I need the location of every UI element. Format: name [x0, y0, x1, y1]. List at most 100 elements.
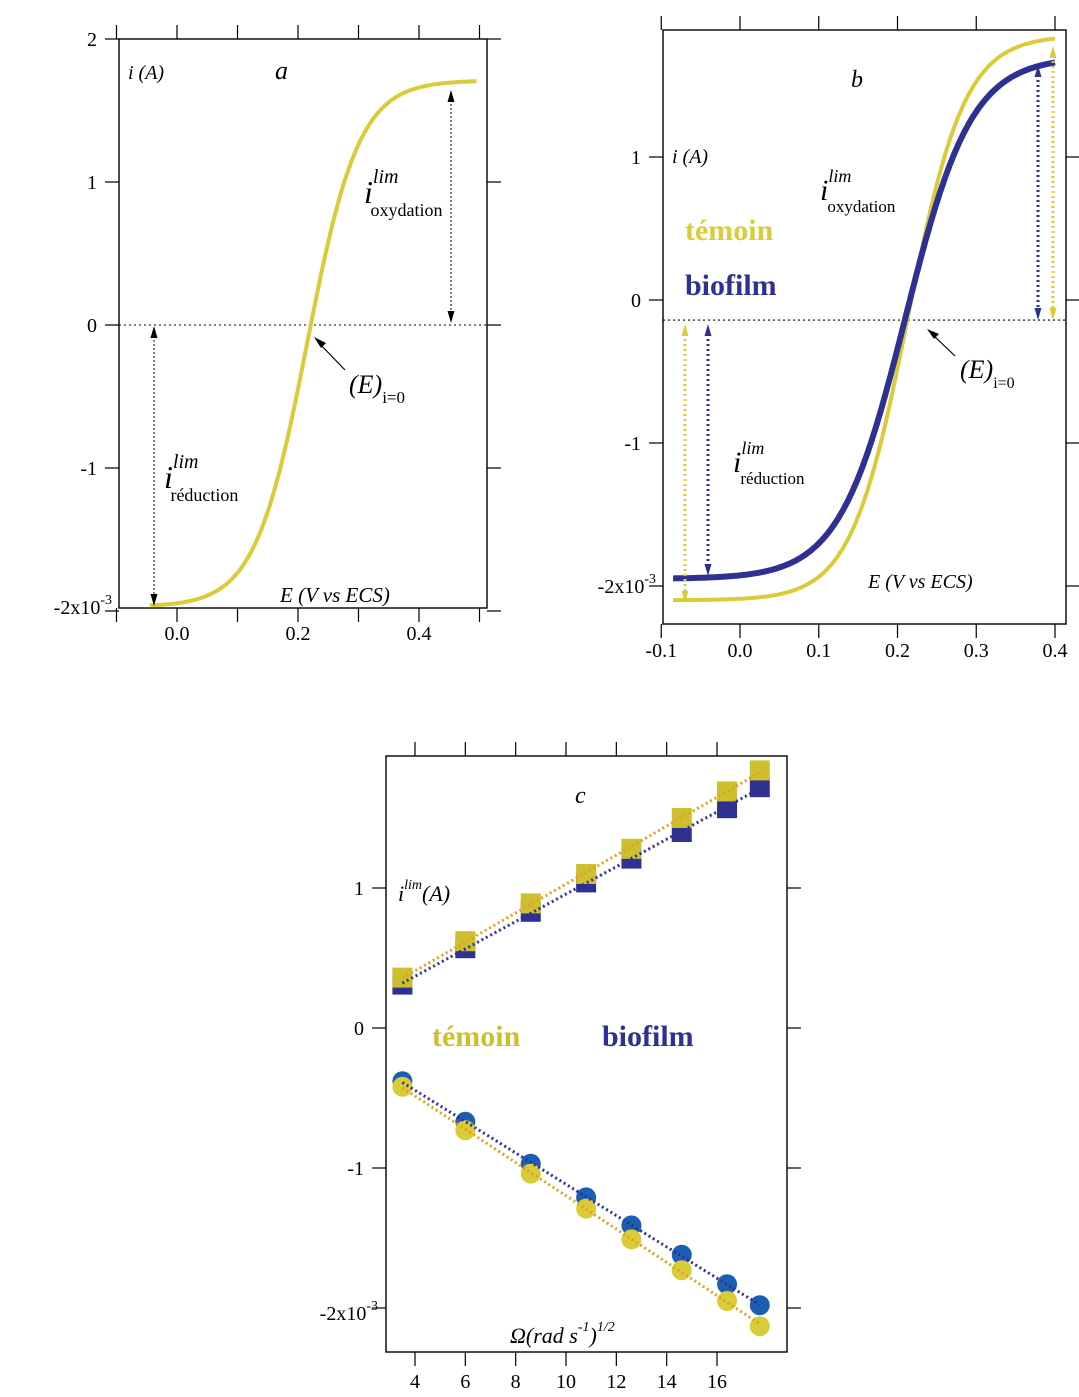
y-axis-label: i (A)	[672, 146, 708, 168]
e0-label: (E)i=0	[960, 355, 1015, 392]
x-axis-label: Ω(rad s-1)1/2	[510, 1320, 615, 1348]
y-tick-label: 1	[354, 878, 364, 900]
e0-main: (E)	[349, 370, 382, 399]
y-axis-label: i (A)	[128, 62, 164, 84]
y-tick-label-exponent: -3	[366, 1299, 378, 1314]
e0-sub: i=0	[382, 388, 405, 407]
y-tick-label-base: -2x10	[54, 597, 101, 619]
x-tick-label: 10	[556, 1371, 576, 1393]
e0-pointer	[317, 341, 346, 371]
x-tick-label: 0.4	[1043, 640, 1068, 662]
y-tick-label: 2	[87, 29, 97, 51]
series-line-temoin	[672, 36, 1056, 603]
series-line	[149, 79, 477, 608]
legend-temoin: témoin	[685, 214, 774, 247]
panel-b-chart: -0.1 0.0 0.1 0.2 0.3 0.4 1 0 -1 -2x10-3 i (A) b E (V…	[598, 16, 1079, 662]
marker-temoin-reduction	[392, 1076, 413, 1097]
x-tick-label: 12	[606, 1371, 626, 1393]
marker-temoin-reduction	[717, 1291, 738, 1311]
i-lim-sub: oxydation	[827, 197, 895, 216]
x-tick-label: 0.3	[964, 640, 989, 662]
i-lim-main: i	[820, 174, 828, 207]
legend-biofilm: biofilm	[685, 269, 777, 302]
oxidation-arrow-temoin-head-top	[1049, 46, 1057, 58]
x-axis-label: E (V vs ECS)	[867, 571, 973, 593]
x-tick-label: 0.0	[728, 640, 753, 662]
marker-temoin-reduction	[749, 1316, 770, 1337]
y-tick-label: 1	[631, 147, 641, 169]
oxidation-arrow-biofilm-head-top	[1034, 65, 1042, 77]
fit-line-temoin-oxydation	[401, 771, 761, 980]
marker-temoin-oxydation	[621, 838, 642, 859]
e0-pointer-head	[927, 329, 939, 339]
y-tick-label: 0	[631, 290, 641, 312]
e0-pointer-head	[314, 337, 326, 348]
y-tick-label-bottom: -2x10-3	[598, 572, 656, 598]
reduction-arrow-temoin-head-bottom	[681, 591, 689, 603]
oxidation-arrow-biofilm-head-bottom	[1034, 308, 1042, 320]
i-lim-sup: lim	[741, 438, 764, 458]
i-lim-main: i	[733, 446, 741, 479]
plot-frame	[385, 755, 788, 1353]
marker-temoin-oxydation	[520, 893, 541, 914]
i-lim-sub: réduction	[170, 485, 238, 505]
i-lim-sup: lim	[828, 166, 851, 186]
i-lim-label: ilim oxydation	[820, 166, 896, 216]
i-lim-label: ilim réduction	[164, 451, 238, 505]
y-axis-label: ilim(A)	[398, 878, 450, 906]
oxidation-arrow-head-top	[447, 90, 455, 102]
marker-biofilm-reduction	[717, 1274, 738, 1295]
legend-temoin: témoin	[432, 1020, 521, 1053]
y-axis-label-main: i	[398, 881, 404, 906]
x-tick-label: 0.0	[165, 623, 190, 645]
y-tick-label-base: -2x10	[598, 576, 645, 598]
fit-line-temoin-reduction	[401, 1086, 761, 1326]
panel-a-chart: 0.0 0.2 0.4 2 1 0 -1 -2x10-3 i (A) a E (V vs ECS) i…	[54, 25, 501, 645]
i-lim-sub: oxydation	[370, 200, 442, 220]
x-tick-label: 0.2	[286, 623, 311, 645]
x-axis-label-close: )	[588, 1323, 597, 1348]
x-axis-label-sup2: 1/2	[597, 1320, 615, 1335]
y-tick-label-bottom: -2x10-3	[320, 1299, 378, 1325]
x-tick-label: 0.2	[885, 640, 910, 662]
e0-label: (E)i=0	[349, 370, 405, 407]
i-lim-main: i	[164, 459, 173, 495]
e0-pointer	[931, 333, 956, 357]
x-tick-label: 8	[511, 1371, 521, 1393]
oxidation-arrow-head-bottom	[447, 311, 455, 323]
panel-label: a	[275, 56, 288, 85]
marker-temoin-oxydation	[749, 760, 770, 781]
plot-frame	[662, 29, 1067, 625]
x-tick-label: 16	[707, 1371, 727, 1393]
reduction-arrow-temoin-head-top	[681, 324, 689, 336]
y-tick-label-exponent: -3	[644, 572, 656, 587]
x-axis-label-main: Ω(rad s	[510, 1323, 578, 1348]
y-tick-label-bottom: -2x10-3	[54, 593, 112, 619]
x-tick-label: 4	[410, 1371, 420, 1393]
legend-biofilm: biofilm	[602, 1020, 694, 1053]
marker-temoin-reduction	[621, 1229, 642, 1250]
i-lim-label: ilim réduction	[733, 438, 805, 488]
i-lim-sup: lim	[373, 166, 399, 188]
e0-main: (E)	[960, 355, 993, 384]
e0-sub: i=0	[993, 375, 1014, 392]
x-tick-label: -0.1	[645, 640, 677, 662]
y-tick-label: -1	[80, 458, 97, 480]
series-line-biofilm	[673, 59, 1056, 582]
i-lim-main: i	[364, 174, 373, 210]
oxidation-arrow-temoin-head-bottom	[1049, 308, 1057, 320]
panel-label: b	[851, 67, 863, 93]
reduction-arrow-biofilm-head-top	[704, 324, 712, 336]
marker-biofilm-reduction	[749, 1295, 770, 1316]
marker-temoin-reduction	[671, 1260, 692, 1281]
i-lim-sup: lim	[173, 451, 199, 473]
y-tick-label-exponent: -3	[100, 593, 112, 608]
y-tick-label: -1	[624, 433, 641, 455]
x-axis-label: E (V vs ECS)	[279, 583, 390, 607]
x-tick-label: 6	[460, 1371, 470, 1393]
i-lim-sub: réduction	[740, 469, 805, 488]
x-axis-label-sup1: -1	[578, 1320, 590, 1335]
x-tick-label: 14	[657, 1371, 677, 1393]
y-tick-label: -1	[347, 1158, 364, 1180]
